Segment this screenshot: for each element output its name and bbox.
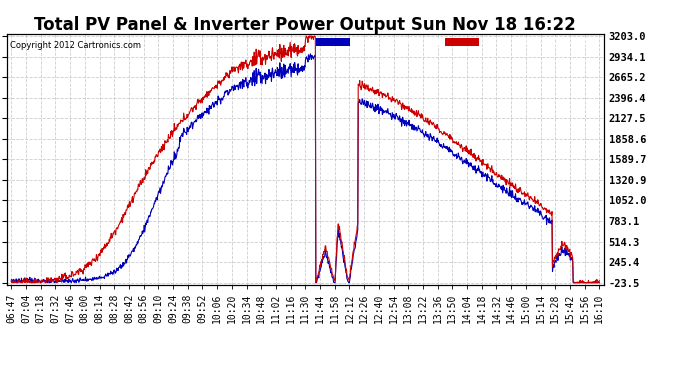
Legend: Grid (AC Watts), PV Panels (DC Watts): Grid (AC Watts), PV Panels (DC Watts) [314, 35, 602, 49]
Text: Copyright 2012 Cartronics.com: Copyright 2012 Cartronics.com [10, 41, 141, 50]
Title: Total PV Panel & Inverter Power Output Sun Nov 18 16:22: Total PV Panel & Inverter Power Output S… [34, 16, 576, 34]
